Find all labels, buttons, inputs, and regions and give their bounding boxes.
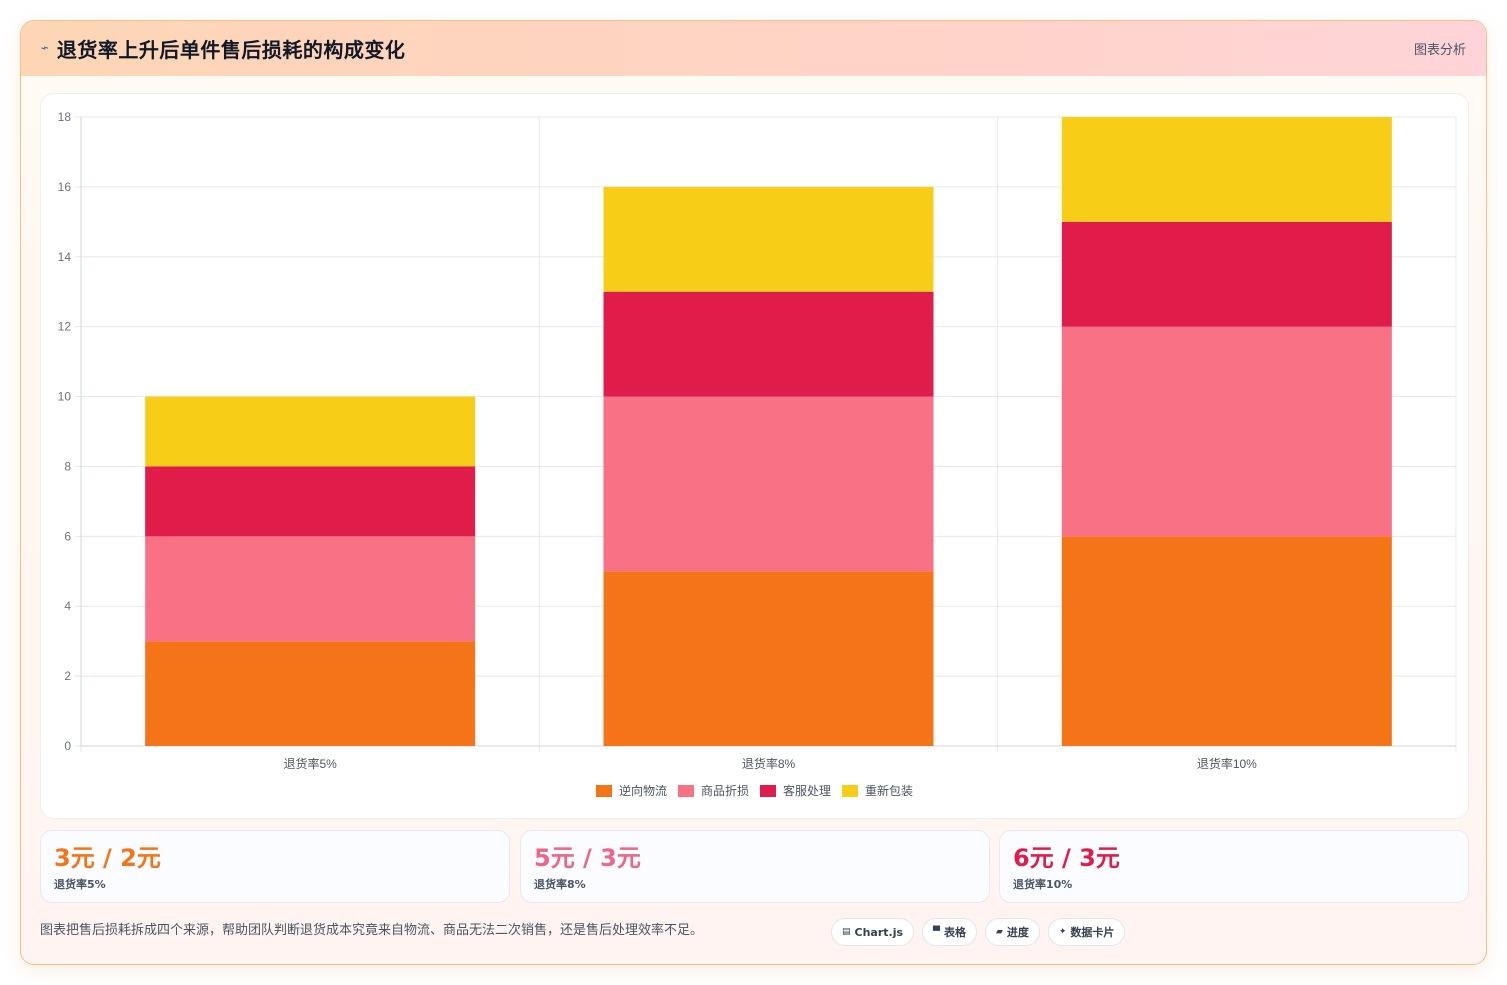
chip-chartjs[interactable]: ▤ Chart.js [831,918,915,946]
y-tick-label: 0 [64,739,71,753]
header-tag: 图表分析 [1413,43,1466,58]
bar-segment [145,536,476,642]
legend-swatch [760,785,776,797]
bar-segment [603,396,934,572]
stacked-bar-chart: 0 2 4 6 8 10 12 14 16 18 退货率5% 退货率8% 退货率10% 逆向物流 商品折损 客… [58,110,1457,798]
stat-card-5: 3元 / 2元 退货率5% [40,830,510,903]
sparkle-icon: ✦ [1058,927,1067,937]
stat-value: 6元 / 3元 [1013,844,1120,872]
bar-segment [145,396,476,467]
x-tick-label: 退货率8% [742,756,796,771]
y-tick-label: 8 [64,459,71,473]
bar-segment [603,291,934,397]
stat-label: 退货率8% [534,878,586,891]
chart-icon: ▤ [842,927,851,937]
legend-swatch [842,785,858,797]
stat-value: 3元 / 2元 [54,844,161,872]
bar-segment [1061,536,1392,746]
y-tick-label: 12 [58,320,72,334]
legend-swatch [678,785,694,797]
chip-table[interactable]: ▀ 表格 [922,918,977,946]
stat-card-8: 5元 / 3元 退货率8% [520,830,990,903]
table-icon: ▀ [933,927,940,937]
page-title: 退货率上升后单件售后损耗的构成变化 [56,38,406,62]
chart-panel: 0 2 4 6 8 10 12 14 16 18 退货率5% 退货率8% 退货率10% 逆向物流 商品折损 客… [40,93,1469,819]
x-tick-label: 退货率10% [1197,756,1257,771]
bar-segment [145,641,476,746]
chart-card: ⌁ 退货率上升后单件售后损耗的构成变化 图表分析 0 2 4 6 8 10 12 14 16 18… [20,20,1487,965]
y-tick-label: 6 [64,529,71,543]
legend-label: 客服处理 [783,783,831,798]
bar-segment [603,571,934,746]
x-tick-label: 退货率5% [283,756,337,771]
stat-cards: 3元 / 2元 退货率5% 5元 / 3元 退货率8% 6元 / 3元 退货率1… [40,830,1469,903]
bar-segment [145,466,476,537]
bar-segment [1061,117,1392,222]
stat-label: 退货率5% [54,878,106,891]
footer-note: 图表把售后损耗拆成四个来源，帮助团队判断退货成本究竟来自物流、商品无法二次销售，… [40,923,704,938]
bar-segment [603,186,934,292]
chip-data-card[interactable]: ✦ 数据卡片 [1047,918,1126,946]
chip-label: Chart.js [854,925,904,939]
legend-label: 逆向物流 [619,783,667,798]
card-header: ⌁ 退货率上升后单件售后损耗的构成变化 图表分析 [21,21,1486,76]
stat-value: 5元 / 3元 [534,844,641,872]
progress-icon: ▰ [995,927,1003,937]
y-tick-label: 18 [58,110,72,124]
y-tick-label: 14 [58,250,72,264]
legend-label: 商品折损 [701,783,749,798]
stat-label: 退货率10% [1013,878,1073,891]
y-tick-label: 10 [58,390,72,404]
chip-label: 表格 [943,926,966,939]
chip-label: 数据卡片 [1070,926,1115,939]
legend-label: 重新包装 [865,783,913,798]
chart-line-icon: ⌁ [39,40,51,57]
y-tick-label: 4 [64,599,71,613]
bar-segment [1061,326,1392,537]
y-tick-label: 2 [64,669,71,683]
chip-label: 进度 [1006,926,1029,939]
stat-card-10: 6元 / 3元 退货率10% [999,830,1469,903]
y-tick-label: 16 [58,180,72,194]
legend-swatch [596,785,612,797]
chip-progress[interactable]: ▰ 进度 [984,918,1040,946]
tech-chips: ▤ Chart.js ▀ 表格 ▰ 进度 ✦ 数据卡片 [831,918,1126,946]
bar-segment [1061,221,1392,327]
